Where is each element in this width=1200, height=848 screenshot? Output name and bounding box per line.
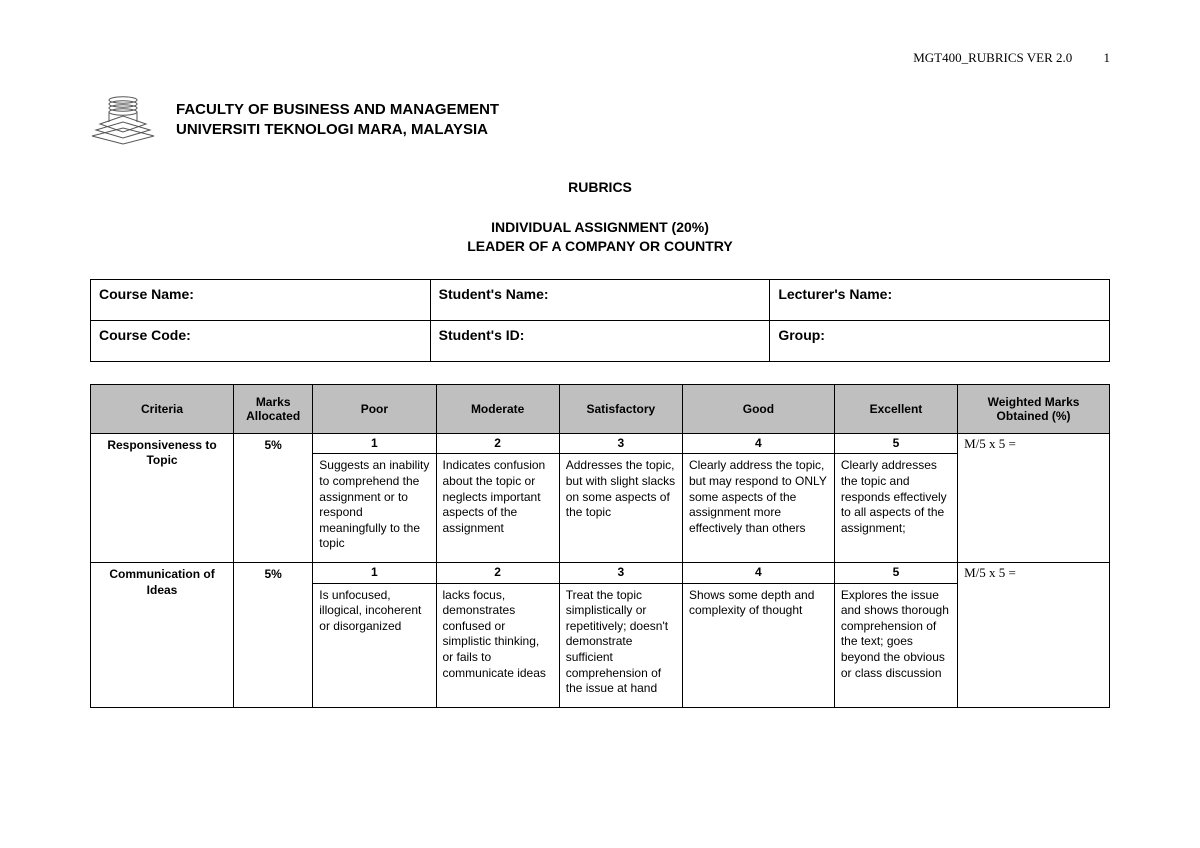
excellent-desc: Explores the issue and shows thorough co… bbox=[834, 583, 957, 707]
criteria-cell: Communication of Ideas bbox=[91, 562, 234, 707]
score-3: 3 bbox=[559, 433, 682, 454]
header-criteria: Criteria bbox=[91, 384, 234, 433]
marks-cell: 5% bbox=[234, 433, 313, 562]
header-moderate: Moderate bbox=[436, 384, 559, 433]
course-name-cell: Course Name: bbox=[91, 279, 431, 320]
satisfactory-desc: Addresses the topic, but with slight sla… bbox=[559, 454, 682, 563]
good-desc: Shows some depth and complexity of thoug… bbox=[682, 583, 834, 707]
marks-cell: 5% bbox=[234, 562, 313, 707]
score-1: 1 bbox=[313, 433, 436, 454]
score-row: Responsiveness to Topic 5% 1 2 3 4 5 M/5… bbox=[91, 433, 1110, 454]
header-weighted: Weighted Marks Obtained (%) bbox=[958, 384, 1110, 433]
title-main: RUBRICS bbox=[90, 178, 1110, 198]
doc-id: MGT400_RUBRICS VER 2.0 bbox=[913, 50, 1072, 65]
student-name-cell: Student's Name: bbox=[430, 279, 770, 320]
poor-desc: Is unfocused, illogical, incoherent or d… bbox=[313, 583, 436, 707]
formula-cell: M/5 x 5 = bbox=[958, 562, 1110, 707]
score-4: 4 bbox=[682, 562, 834, 583]
faculty-line1: FACULTY OF BUSINESS AND MANAGEMENT bbox=[176, 100, 499, 120]
score-5: 5 bbox=[834, 433, 957, 454]
score-2: 2 bbox=[436, 433, 559, 454]
header-good: Good bbox=[682, 384, 834, 433]
group-cell: Group: bbox=[770, 320, 1110, 361]
course-code-cell: Course Code: bbox=[91, 320, 431, 361]
header-poor: Poor bbox=[313, 384, 436, 433]
table-row: Course Name: Student's Name: Lecturer's … bbox=[91, 279, 1110, 320]
poor-desc: Suggests an inability to comprehend the … bbox=[313, 454, 436, 563]
score-3: 3 bbox=[559, 562, 682, 583]
moderate-desc: lacks focus, demonstrates confused or si… bbox=[436, 583, 559, 707]
score-1: 1 bbox=[313, 562, 436, 583]
faculty-line2: UNIVERSITI TEKNOLOGI MARA, MALAYSIA bbox=[176, 120, 499, 140]
document-header: MGT400_RUBRICS VER 2.0 1 bbox=[90, 50, 1110, 66]
criteria-cell: Responsiveness to Topic bbox=[91, 433, 234, 562]
university-logo-icon bbox=[90, 90, 156, 150]
table-header-row: Criteria Marks Allocated Poor Moderate S… bbox=[91, 384, 1110, 433]
moderate-desc: Indicates confusion about the topic or n… bbox=[436, 454, 559, 563]
score-2: 2 bbox=[436, 562, 559, 583]
page-number: 1 bbox=[1104, 50, 1111, 65]
header-satisfactory: Satisfactory bbox=[559, 384, 682, 433]
header-excellent: Excellent bbox=[834, 384, 957, 433]
lecturer-name-cell: Lecturer's Name: bbox=[770, 279, 1110, 320]
good-desc: Clearly address the topic, but may respo… bbox=[682, 454, 834, 563]
info-table: Course Name: Student's Name: Lecturer's … bbox=[90, 279, 1110, 362]
title-sub2: LEADER OF A COMPANY OR COUNTRY bbox=[90, 237, 1110, 257]
faculty-block: FACULTY OF BUSINESS AND MANAGEMENT UNIVE… bbox=[90, 90, 1110, 150]
faculty-text: FACULTY OF BUSINESS AND MANAGEMENT UNIVE… bbox=[176, 100, 499, 141]
excellent-desc: Clearly addresses the topic and responds… bbox=[834, 454, 957, 563]
student-id-cell: Student's ID: bbox=[430, 320, 770, 361]
title-sub1: INDIVIDUAL ASSIGNMENT (20%) bbox=[90, 218, 1110, 238]
document-titles: RUBRICS INDIVIDUAL ASSIGNMENT (20%) LEAD… bbox=[90, 178, 1110, 257]
header-marks: Marks Allocated bbox=[234, 384, 313, 433]
table-row: Course Code: Student's ID: Group: bbox=[91, 320, 1110, 361]
formula-cell: M/5 x 5 = bbox=[958, 433, 1110, 562]
rubric-table: Criteria Marks Allocated Poor Moderate S… bbox=[90, 384, 1110, 708]
score-4: 4 bbox=[682, 433, 834, 454]
satisfactory-desc: Treat the topic simplistically or repeti… bbox=[559, 583, 682, 707]
score-5: 5 bbox=[834, 562, 957, 583]
score-row: Communication of Ideas 5% 1 2 3 4 5 M/5 … bbox=[91, 562, 1110, 583]
